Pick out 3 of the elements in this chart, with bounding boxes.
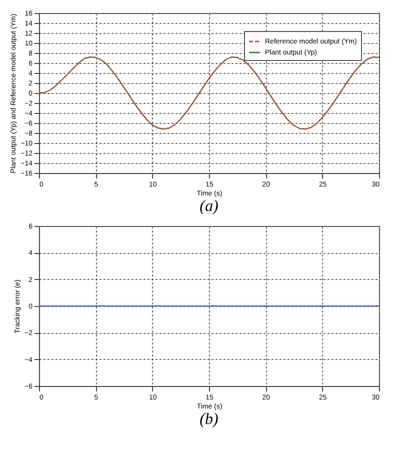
text: (b) (200, 411, 218, 428)
text: (a) (200, 198, 218, 215)
line-series (39, 56, 379, 130)
